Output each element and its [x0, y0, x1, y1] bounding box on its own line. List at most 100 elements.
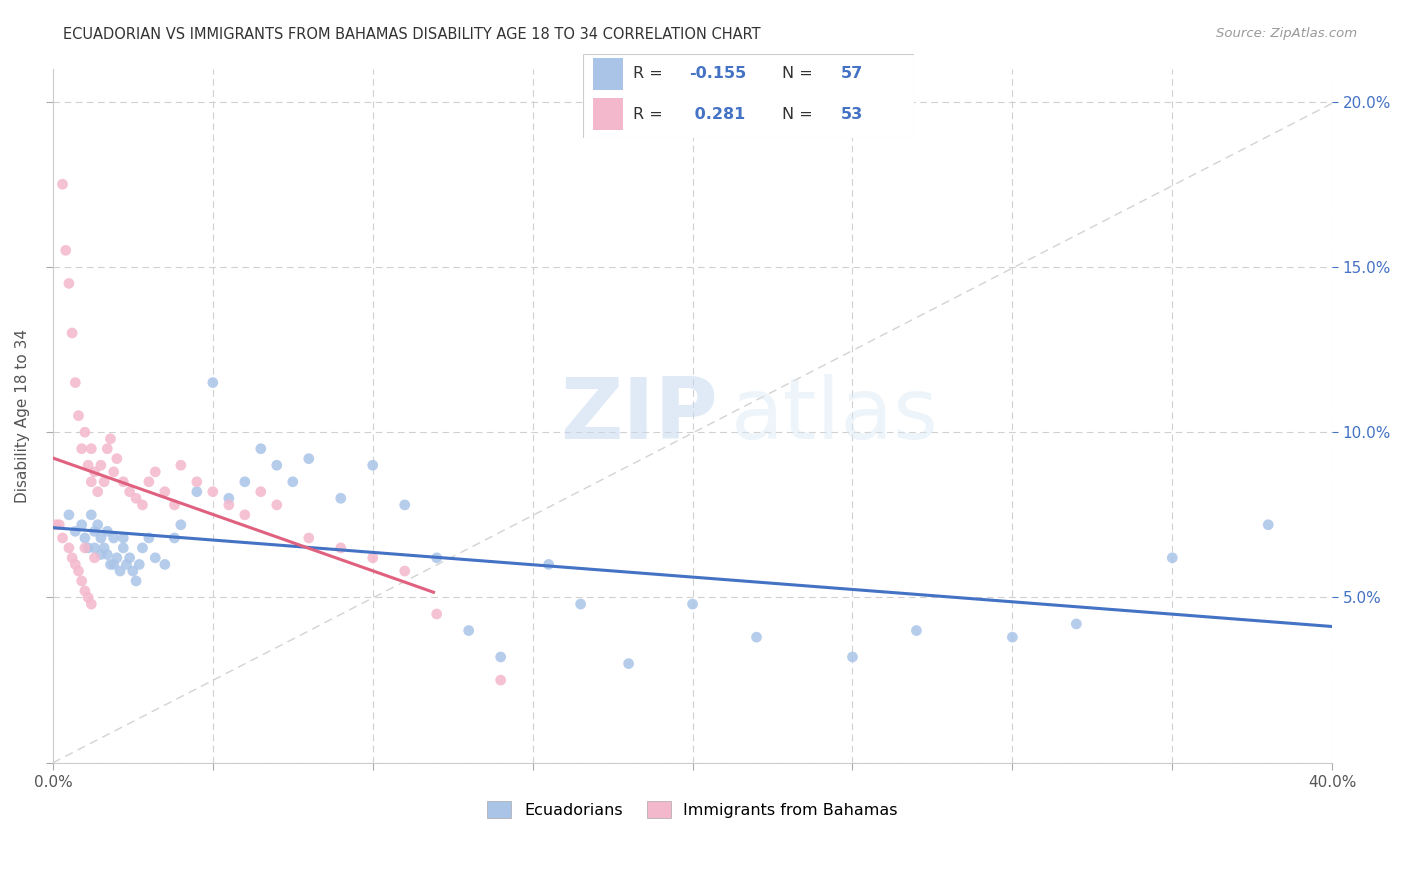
- Text: N =: N =: [782, 107, 818, 122]
- Point: [65, 558, 87, 572]
- Point: [112, 541, 135, 555]
- Point: [266, 458, 288, 473]
- Point: [48, 517, 70, 532]
- Point: [329, 541, 352, 555]
- Point: [100, 558, 122, 572]
- Point: [90, 531, 112, 545]
- Y-axis label: Disability Age 18 to 34: Disability Age 18 to 34: [15, 328, 30, 503]
- Point: [70, 442, 93, 456]
- Text: 0.281: 0.281: [689, 107, 745, 122]
- Point: [233, 475, 256, 489]
- Point: [60, 550, 83, 565]
- Bar: [593, 58, 623, 90]
- Point: [138, 475, 160, 489]
- Point: [1161, 550, 1184, 565]
- Text: ECUADORIAN VS IMMIGRANTS FROM BAHAMAS DISABILITY AGE 18 TO 34 CORRELATION CHART: ECUADORIAN VS IMMIGRANTS FROM BAHAMAS DI…: [63, 27, 761, 42]
- Point: [65, 524, 87, 539]
- Point: [218, 498, 240, 512]
- Point: [103, 531, 125, 545]
- Point: [125, 574, 148, 588]
- Point: [73, 583, 96, 598]
- Point: [233, 508, 256, 522]
- Point: [83, 550, 105, 565]
- Point: [70, 517, 93, 532]
- Point: [266, 498, 288, 512]
- Point: [80, 508, 103, 522]
- Point: [51, 178, 73, 192]
- Point: [131, 498, 153, 512]
- Point: [1257, 517, 1279, 532]
- Text: R =: R =: [633, 107, 668, 122]
- Point: [83, 541, 105, 555]
- Text: atlas: atlas: [731, 374, 939, 458]
- Point: [70, 574, 93, 588]
- Point: [77, 541, 100, 555]
- Point: [745, 630, 768, 644]
- Point: [186, 475, 208, 489]
- Point: [96, 524, 118, 539]
- Point: [108, 564, 131, 578]
- Point: [125, 491, 148, 506]
- Point: [118, 484, 141, 499]
- Point: [153, 484, 176, 499]
- Point: [143, 550, 166, 565]
- Point: [90, 458, 112, 473]
- Point: [105, 451, 128, 466]
- Text: N =: N =: [782, 66, 818, 81]
- Text: R =: R =: [633, 66, 668, 81]
- Text: Source: ZipAtlas.com: Source: ZipAtlas.com: [1216, 27, 1357, 40]
- Point: [361, 550, 384, 565]
- Point: [58, 508, 80, 522]
- Point: [93, 475, 115, 489]
- Point: [153, 558, 176, 572]
- Point: [281, 475, 304, 489]
- Point: [905, 624, 928, 638]
- Point: [112, 475, 135, 489]
- Point: [1066, 616, 1088, 631]
- Point: [73, 541, 96, 555]
- Point: [426, 550, 449, 565]
- Point: [682, 597, 704, 611]
- Point: [170, 458, 193, 473]
- Point: [489, 650, 512, 665]
- Point: [138, 531, 160, 545]
- Point: [394, 498, 416, 512]
- Text: 53: 53: [841, 107, 863, 122]
- Point: [80, 475, 103, 489]
- Point: [489, 673, 512, 687]
- Point: [170, 517, 193, 532]
- Point: [218, 491, 240, 506]
- Point: [118, 550, 141, 565]
- Point: [100, 432, 122, 446]
- Point: [105, 550, 128, 565]
- Point: [249, 484, 271, 499]
- Point: [617, 657, 640, 671]
- Point: [103, 465, 125, 479]
- Point: [329, 491, 352, 506]
- Point: [51, 531, 73, 545]
- Point: [96, 442, 118, 456]
- Point: [67, 409, 90, 423]
- Point: [103, 558, 125, 572]
- Point: [55, 244, 77, 258]
- Point: [1001, 630, 1024, 644]
- Point: [45, 517, 67, 532]
- Point: [80, 442, 103, 456]
- Point: [83, 465, 105, 479]
- Text: 57: 57: [841, 66, 863, 81]
- Point: [298, 531, 321, 545]
- Point: [115, 558, 138, 572]
- Point: [298, 451, 321, 466]
- Text: ZIP: ZIP: [561, 374, 718, 458]
- Point: [361, 458, 384, 473]
- Point: [537, 558, 560, 572]
- Point: [86, 484, 108, 499]
- Point: [163, 498, 186, 512]
- Point: [112, 531, 135, 545]
- Point: [90, 548, 112, 562]
- Point: [73, 531, 96, 545]
- Point: [394, 564, 416, 578]
- Point: [96, 548, 118, 562]
- Point: [163, 531, 186, 545]
- Point: [186, 484, 208, 499]
